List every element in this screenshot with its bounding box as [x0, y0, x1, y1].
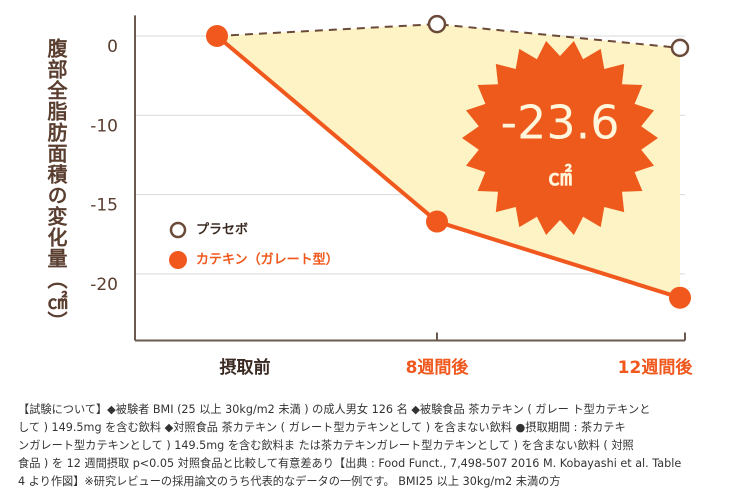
- chart: 0 -10 -15 -20 摂取前 8週間後 12週間後 -23.6 ㎠プラセボカテキン（ガレー…: [90, 14, 694, 378]
- y-tick-label: -15: [90, 196, 118, 216]
- footnote: 【試験について】◆被験者 BMI (25 以上 30kg/m2 未満 ) の成人…: [18, 401, 738, 491]
- point: [427, 14, 447, 34]
- footnote-line: ンガレート型カテキンとして ) 149.5mg を含む飲料ま たは茶カテキンガレ…: [18, 439, 634, 452]
- footnote-line: して ) 149.5mg を含む飲料 ◆対照食品 茶カテキン ( ガレート型カテ…: [18, 421, 626, 434]
- x-tick-label: 8週間後: [406, 357, 470, 378]
- point: [206, 25, 228, 47]
- legend-marker: [169, 221, 187, 239]
- series-line: [216, 23, 681, 49]
- legend-marker: [169, 251, 187, 269]
- footnote-line: 【試験について】◆被験者 BMI (25 以上 30kg/m2 未満 ) の成人…: [18, 403, 651, 416]
- point: [669, 286, 691, 309]
- y-tick-label: -20: [90, 275, 118, 295]
- x-tick-label: 摂取前: [220, 357, 271, 378]
- y-axis-title: 腹部全脂肪面積の変化量（㎠）: [44, 38, 68, 332]
- y-tick-label: 0: [107, 37, 118, 57]
- badge: [462, 41, 658, 235]
- legend-label: カテキン（ガレート型）: [196, 252, 339, 268]
- footnote-line: 食品 ) を 12 週間摂取 p<0.05 対照食品と比較して有意差あり【出典 …: [18, 457, 682, 470]
- y-tick-label: -10: [90, 116, 118, 136]
- badge-value: -23.6: [500, 96, 619, 150]
- footnote-line: 4 より作図】※研究レビューの採用論文のうち代表的なデータの一例です。 BMI2…: [18, 475, 561, 488]
- badge-unit: ㎠: [548, 163, 572, 191]
- point: [426, 210, 448, 233]
- legend-label: プラセボ: [196, 222, 248, 238]
- point: [670, 38, 690, 58]
- x-tick-label: 12週間後: [618, 357, 694, 378]
